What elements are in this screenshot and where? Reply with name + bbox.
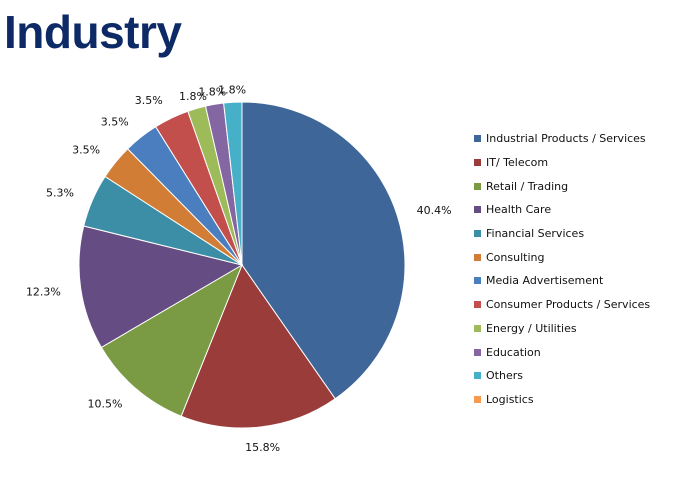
value-label-energy-utilities: 1.8% — [179, 90, 207, 103]
legend-item-consumer-products-services: Consumer Products / Services — [474, 293, 650, 317]
pie-slice-it-telecom — [180, 263, 336, 429]
legend-swatch — [474, 277, 481, 285]
value-label-consumer-products-services: 3.5% — [135, 94, 163, 107]
legend-item-it-telecom: IT/ Telecom — [474, 151, 650, 175]
value-label-health-care: 12.3% — [26, 285, 61, 298]
pie-slice-retail-trading — [100, 263, 244, 417]
value-label-financial-services: 5.3% — [46, 187, 74, 200]
value-label-it-telecom: 15.8% — [245, 441, 280, 454]
pie-slice-industrial-products-services — [241, 101, 406, 400]
chart-title: Industry — [4, 6, 182, 58]
legend-item-education: Education — [474, 340, 650, 364]
legend-swatch — [474, 135, 481, 143]
legend-label: Energy / Utilities — [486, 321, 577, 335]
chart-legend: Industrial Products / Services IT/ Teleco… — [474, 127, 650, 411]
legend-label: Media Advertisement — [486, 274, 604, 288]
legend-swatch — [474, 324, 481, 332]
legend-label: Consulting — [486, 250, 545, 264]
legend-item-financial-services: Financial Services — [474, 222, 650, 246]
pie-slice-others — [223, 101, 243, 266]
legend-swatch — [474, 395, 481, 403]
legend-item-retail-trading: Retail / Trading — [474, 174, 650, 198]
legend-swatch — [474, 159, 481, 167]
legend-label: Retail / Trading — [486, 179, 569, 193]
pie-slice-health-care — [78, 225, 244, 349]
pie-slices — [78, 101, 406, 429]
legend-label: Others — [486, 369, 523, 383]
legend-label: Education — [486, 345, 541, 359]
legend-item-health-care: Health Care — [474, 198, 650, 222]
legend-label: Health Care — [486, 203, 552, 217]
legend-item-energy-utilities: Energy / Utilities — [474, 317, 650, 341]
value-label-consulting: 3.5% — [72, 143, 100, 156]
value-label-retail-trading: 10.5% — [88, 398, 123, 411]
legend-swatch — [474, 182, 481, 190]
legend-swatch — [474, 301, 481, 309]
legend-item-consulting: Consulting — [474, 245, 650, 269]
legend-item-industrial-products-services: Industrial Products / Services — [474, 127, 650, 151]
value-label-education: 1.8% — [198, 86, 226, 99]
legend-item-media-advertisement: Media Advertisement — [474, 269, 650, 293]
legend-label: Logistics — [486, 392, 534, 406]
legend-swatch — [474, 206, 481, 214]
legend-swatch — [474, 348, 481, 356]
legend-swatch — [474, 253, 481, 261]
legend-swatch — [474, 372, 481, 380]
value-label-media-advertisement: 3.5% — [101, 115, 129, 128]
legend-item-logistics: Logistics — [474, 388, 650, 412]
legend-swatch — [474, 230, 481, 238]
legend-label: Consumer Products / Services — [486, 298, 651, 312]
legend-item-others: Others — [474, 364, 650, 388]
value-label-others: 1.8% — [218, 83, 246, 96]
pie-value-labels: 40.4% 15.8% 10.5% 12.3% 5.3% 3.5% 3.5% 3.5% 1.8%… — [26, 83, 452, 454]
value-label-industrial-products-services: 40.4% — [417, 204, 452, 217]
legend-label: Industrial Products / Services — [486, 132, 646, 146]
legend-label: Financial Services — [486, 227, 585, 241]
legend-label: IT/ Telecom — [486, 156, 549, 170]
